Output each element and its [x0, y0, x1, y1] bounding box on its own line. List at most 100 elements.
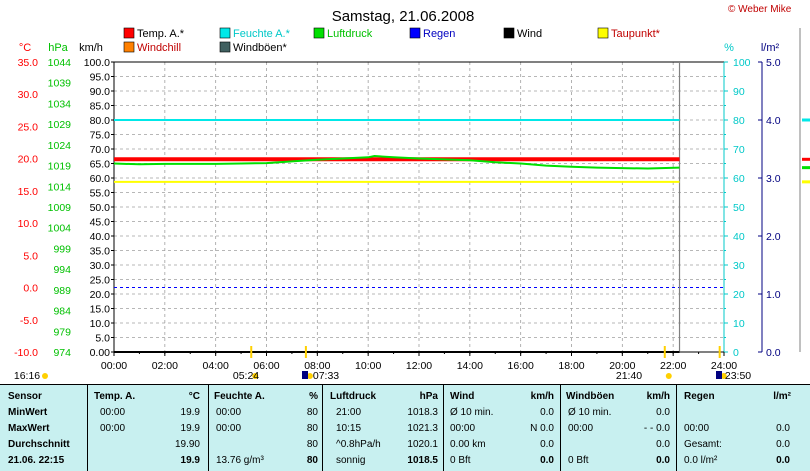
- pressure-tick-label: 1024: [48, 140, 72, 152]
- press-value: 1018.3: [407, 407, 438, 418]
- temp-tick-label: 0.0: [23, 283, 38, 295]
- wind-time: Ø 10 min.: [450, 407, 494, 418]
- wind-tick-label: 30.0: [90, 260, 111, 272]
- sun-icon: [720, 373, 727, 379]
- wind-tick-label: 45.0: [90, 217, 111, 229]
- wind-tick-label: 15.0: [90, 304, 111, 316]
- weather-chart: Samstag, 21.06.2008 © Weber Mike Temp. A…: [14, 4, 810, 382]
- pressure-tick-label: 999: [53, 243, 71, 255]
- humidity-tick-label: 0: [733, 347, 739, 359]
- hum-time: 00:00: [216, 407, 242, 418]
- legend-swatch: [313, 27, 325, 39]
- press-value: 1020.1: [407, 439, 438, 450]
- wind-tick-label: 100.0: [84, 57, 110, 69]
- gust-value: - - 0.0: [643, 423, 670, 434]
- humidity-tick-label: 70: [733, 144, 745, 156]
- humidity-tick-label: 60: [733, 173, 745, 185]
- pressure-tick-label: 994: [53, 264, 71, 276]
- wind-tick-label: 85.0: [90, 101, 111, 113]
- legend-swatch: [123, 41, 135, 53]
- wind-tick-label: 90.0: [90, 86, 111, 98]
- row-label: MaxWert: [8, 423, 50, 434]
- humidity-unit-label: %: [724, 42, 734, 54]
- x-tick-label: 02:00: [152, 360, 178, 372]
- x-tick-label: 10:00: [355, 360, 381, 372]
- table-divider: [676, 384, 677, 471]
- summary-table: Sensor Temp. A. °C Feuchte A.% Luftdruck hPa W…: [0, 384, 810, 471]
- x-tick-label: 06:00: [253, 360, 279, 372]
- pressure-tick-label: 1004: [48, 223, 72, 235]
- sun-icon: [252, 373, 259, 379]
- wind-tick-label: 70.0: [90, 144, 111, 156]
- wind-time: 0.00 km: [450, 439, 486, 450]
- pressure-tick-label: 1034: [48, 98, 72, 110]
- pressure-tick-label: 1044: [48, 57, 72, 69]
- pressure-tick-label: 1009: [48, 202, 72, 214]
- x-tick-label: 04:00: [203, 360, 229, 372]
- temp-unit-label: °C: [19, 42, 31, 54]
- humidity-tick-label: 40: [733, 231, 745, 243]
- wind-tick-label: 40.0: [90, 231, 111, 243]
- x-tick-label: 14:00: [457, 360, 483, 372]
- sun-markers: 16:16 05:24 07:33 21:40 23:50: [14, 346, 751, 382]
- sun-marker-label: 21:40: [616, 370, 642, 382]
- copyright-label: © Weber Mike: [728, 4, 792, 15]
- rain-time: 00:00: [684, 423, 710, 434]
- row-label: 21.06. 22:15: [8, 455, 65, 466]
- header-press: Luftdruck: [330, 391, 377, 402]
- rain-tick-label: 5.0: [766, 57, 781, 69]
- rain-time: Gesamt:: [684, 439, 722, 450]
- pressure-tick-label: 1019: [48, 161, 72, 173]
- legend-swatch: [597, 27, 609, 39]
- gust-time: 00:00: [568, 423, 594, 434]
- wind-tick-label: 50.0: [90, 202, 111, 214]
- gust-time: Ø 10 min.: [568, 407, 612, 418]
- rain-tick-label: 2.0: [766, 231, 781, 243]
- pressure-unit-label: hPa: [48, 42, 68, 54]
- humidity-tick-label: 30: [733, 260, 745, 272]
- table-divider: [443, 384, 444, 471]
- table-divider: [208, 384, 209, 471]
- wind-tick-label: 95.0: [90, 72, 111, 84]
- temp-value: 19.9: [180, 407, 200, 418]
- chart-legend: Temp. A.* Feuchte A.* Luftdruck Regen Wind Ta…: [123, 27, 661, 54]
- wind-time: 0 Bft: [450, 455, 471, 466]
- x-tick-label: 20:00: [609, 360, 635, 372]
- temp-value: 19.90: [174, 439, 200, 450]
- rain-tick-label: 1.0: [766, 289, 781, 301]
- header-gust-unit: km/h: [646, 391, 670, 402]
- legend-label: Taupunkt*: [611, 28, 661, 40]
- legend-label: Wind: [517, 28, 542, 40]
- pressure-tick-label: 989: [53, 285, 71, 297]
- wind-value: 0.0: [540, 439, 554, 450]
- humidity-tick-label: 100: [733, 57, 751, 69]
- humidity-tick-label: 20: [733, 289, 745, 301]
- wind-value: N 0.0: [530, 423, 554, 434]
- chart-series: [113, 62, 724, 353]
- temp-time: 00:00: [100, 423, 126, 434]
- temp-tick-label: 25.0: [18, 121, 39, 133]
- series-line: [113, 154, 680, 170]
- legend-label: Windchill: [137, 42, 181, 54]
- wind-time: 00:00: [450, 423, 476, 434]
- table-top-border: [0, 384, 810, 385]
- legend-label: Temp. A.*: [137, 28, 185, 40]
- hum-value: 80: [306, 423, 318, 434]
- humidity-tick-label: 50: [733, 202, 745, 214]
- pressure-tick-label: 979: [53, 326, 71, 338]
- rain-unit-label: l/m²: [761, 42, 780, 54]
- moon-icon: [302, 371, 308, 379]
- x-tick-label: 00:00: [101, 360, 127, 372]
- temp-tick-label: 30.0: [18, 89, 39, 101]
- x-tick-label: 22:00: [660, 360, 686, 372]
- temp-tick-label: -10.0: [14, 347, 38, 359]
- wind-tick-label: 75.0: [90, 130, 111, 142]
- legend-swatch: [219, 41, 231, 53]
- header-press-unit: hPa: [419, 391, 438, 402]
- x-tick-label: 16:00: [508, 360, 534, 372]
- axis-units: °C hPa km/h% l/m²: [19, 42, 780, 54]
- gust-value: 0.0: [656, 439, 670, 450]
- legend-label: Feuchte A.*: [233, 28, 291, 40]
- press-time: sonnig: [336, 455, 366, 466]
- chart-title: Samstag, 21.06.2008: [332, 8, 475, 25]
